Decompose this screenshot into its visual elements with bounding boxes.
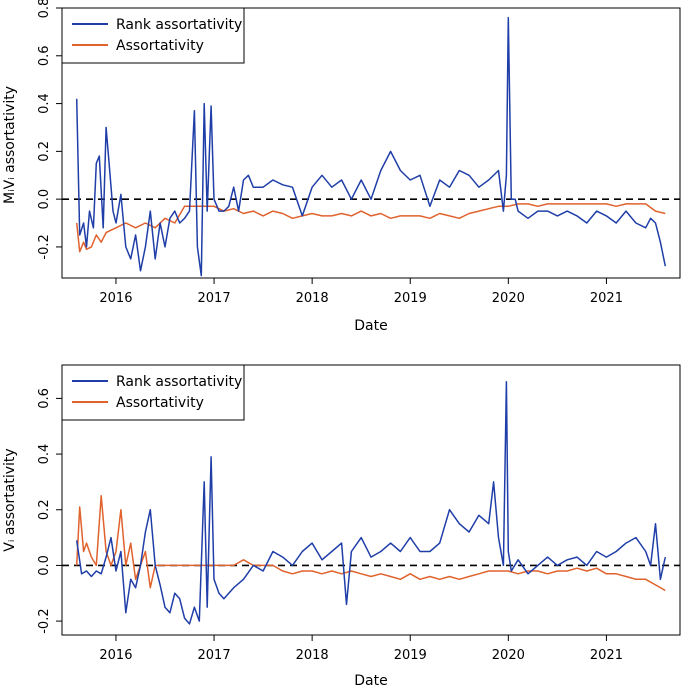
series-line-rank-assortativity [75, 16, 667, 277]
x-tick-label: 2017 [198, 291, 231, 306]
legend-label-rank: Rank assortativity [116, 17, 242, 33]
y-tick-label: -0.2 [37, 234, 52, 259]
legend-label-rank: Rank assortativity [116, 374, 242, 390]
y-tick-label: 0.6 [37, 45, 52, 66]
x-tick-label: 2018 [296, 648, 329, 663]
legend-box [61, 7, 245, 64]
y-tick-label: 0.0 [37, 189, 52, 210]
y-tick-label: 0.6 [37, 388, 52, 409]
y-tick-label: 0.8 [37, 0, 52, 18]
y-tick-label: 0.0 [37, 555, 52, 576]
x-tick-label: 2018 [296, 291, 329, 306]
y-tick-label: 0.2 [37, 499, 52, 520]
y-tick-label: 0.4 [37, 93, 52, 114]
x-tick-label: 2019 [394, 291, 427, 306]
legend-label-assort: Assortativity [116, 395, 204, 411]
x-tick-label: 2020 [492, 648, 525, 663]
x-tick-label: 2017 [198, 648, 231, 663]
y-tick-label: 0.2 [37, 141, 52, 162]
chart-top: 2016 2017 2018 2019 2020 2021 -0.2 0.0 0.2 0.4 0.6… [2, 0, 681, 334]
y-axis-label: MᵢVᵢ assortativity [2, 86, 18, 204]
y-tick-label: -0.2 [37, 608, 52, 633]
x-axis-label: Date [354, 673, 387, 687]
plot-frame [61, 364, 681, 636]
legend-box [61, 364, 245, 421]
series-line-rank-assortativity [75, 380, 667, 625]
legend: Rank assortativity Assortativity [61, 7, 245, 64]
y-tick-label: 0.4 [37, 444, 52, 465]
x-tick-label: 2021 [590, 648, 623, 663]
x-tick-label: 2019 [394, 648, 427, 663]
series-line-assortativity [75, 495, 666, 592]
legend-label-assort: Assortativity [116, 38, 204, 54]
x-tick-label: 2016 [99, 291, 132, 306]
series-line-assortativity [75, 203, 666, 253]
chart-bottom: 2016 2017 2018 2019 2020 2021 -0.2 0.0 0.2 0.4 0.6… [2, 364, 681, 687]
x-tick-label: 2021 [590, 291, 623, 306]
x-axis-label: Date [354, 318, 387, 334]
plot-frame [61, 7, 681, 279]
legend: Rank assortativity Assortativity [61, 364, 245, 421]
x-tick-label: 2020 [492, 291, 525, 306]
plot-layer: 2016 2017 2018 2019 2020 2021 -0.2 0.0 0.2 0.4 0.6 [37, 380, 680, 663]
y-axis-label: Vᵢ assortativity [2, 448, 18, 551]
x-tick-label: 2016 [99, 648, 132, 663]
plot-layer: 2016 2017 2018 2019 2020 2021 -0.2 0.0 0.2 0.4 0.6… [37, 0, 680, 306]
